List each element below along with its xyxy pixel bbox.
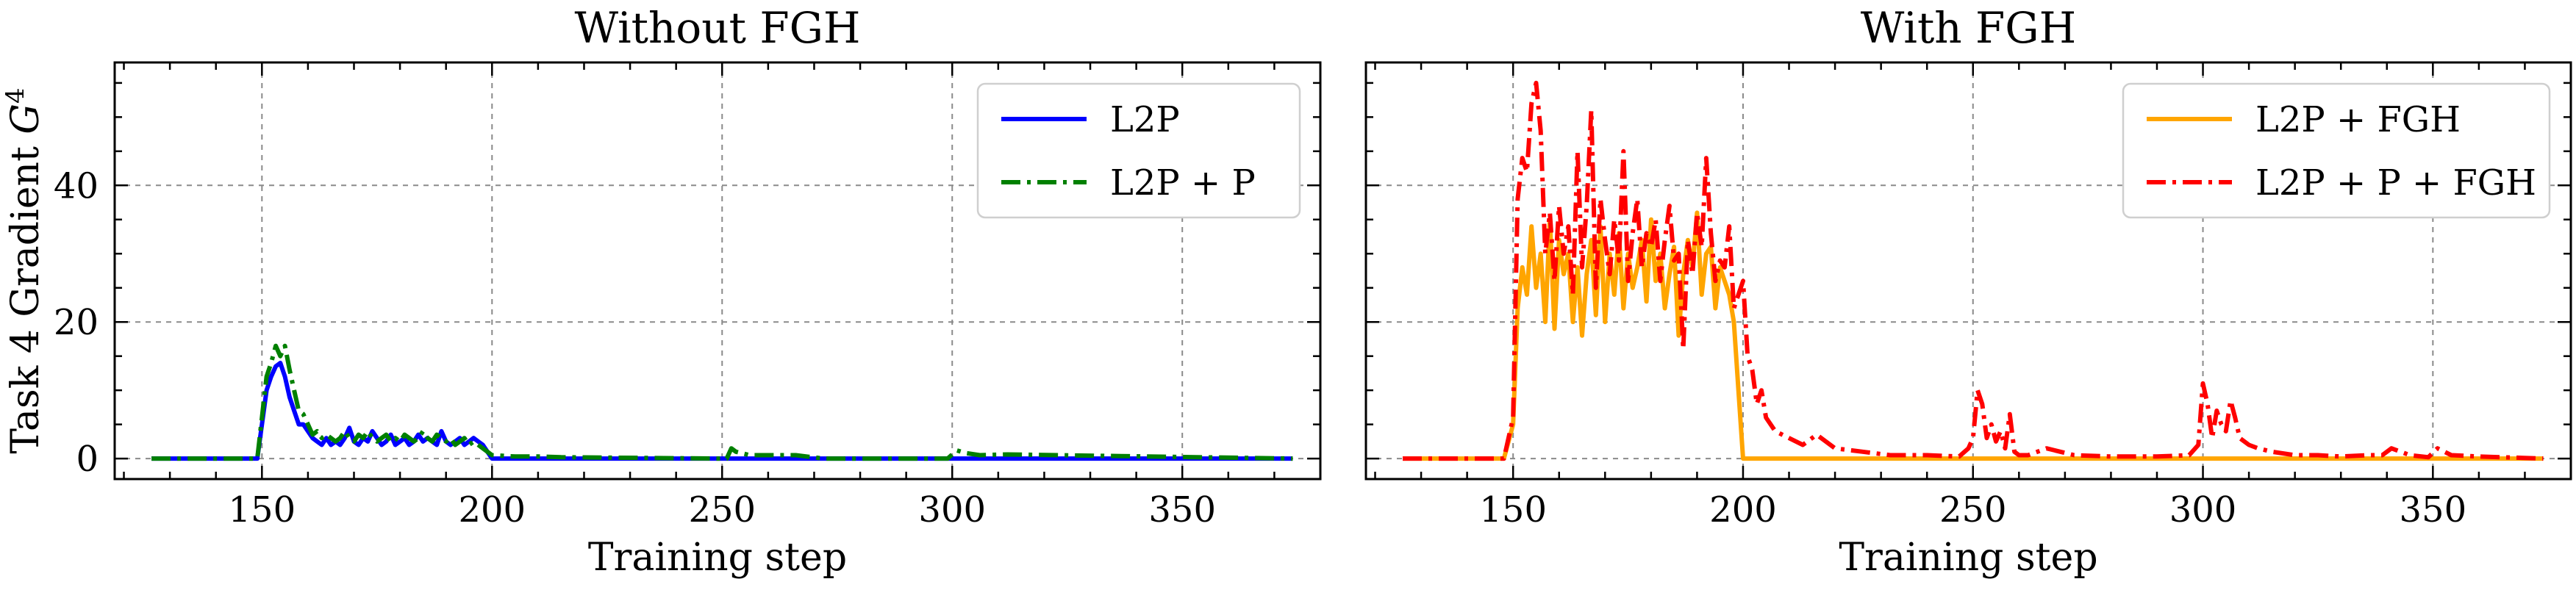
legend: L2P L2P + P (976, 82, 1301, 219)
series-line-l2p (151, 361, 1293, 461)
y-axis-label: Task 4 Gradient G4 (1, 87, 48, 453)
x-tick-label: 300 (918, 489, 986, 530)
series-line-l2p-fgh (1403, 210, 2544, 461)
plot-frame (1364, 61, 2572, 481)
legend-label: L2P + FGH (2255, 99, 2461, 140)
x-tick-label: 200 (458, 489, 526, 530)
plot-frame (113, 61, 1322, 481)
chart-panel-2: 150 200 250 300 350 With FGH Training step L2P … (1364, 3, 2572, 580)
x-tick-label: 300 (2169, 489, 2237, 530)
series-line-l2p-p-fgh (1403, 80, 2544, 461)
y-tick-label: 0 (76, 439, 99, 480)
x-axis-label: Training step (588, 536, 847, 580)
legend-label: L2P + P + FGH (2255, 162, 2536, 204)
chart-panel-1: 150 200 250 300 350 0 20 40 Without FGH Training … (1, 3, 1322, 580)
x-tick-label: 150 (1479, 489, 1547, 530)
legend-label: L2P + P (1110, 162, 1256, 204)
chart-title: Without FGH (575, 3, 861, 53)
y-tick-label: 20 (54, 302, 99, 343)
x-tick-label: 250 (688, 489, 756, 530)
x-tick-label: 150 (228, 489, 296, 530)
x-tick-label: 250 (1939, 489, 2007, 530)
chart-title: With FGH (1861, 3, 2076, 53)
x-tick-label: 200 (1709, 489, 1777, 530)
x-tick-label: 350 (2400, 489, 2467, 530)
x-axis-label: Training step (1839, 536, 2097, 580)
legend: L2P + FGH L2P + P + FGH (2122, 82, 2551, 219)
y-tick-label: 40 (54, 165, 99, 206)
series-line-l2p-p (151, 343, 1293, 461)
x-tick-label: 350 (1148, 489, 1216, 530)
legend-label: L2P (1110, 99, 1180, 140)
